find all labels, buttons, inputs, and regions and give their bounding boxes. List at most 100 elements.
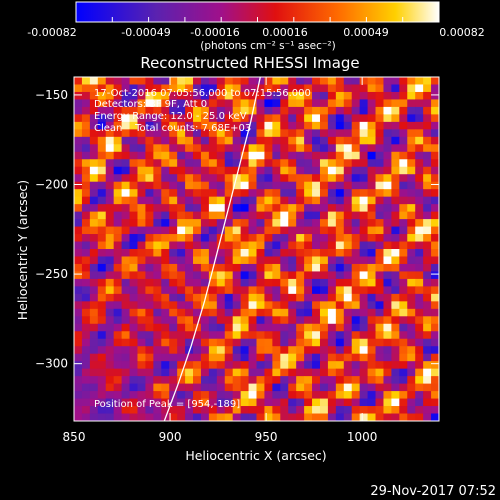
heatmap-cell [288,84,297,93]
heatmap-cell [367,99,376,108]
heatmap-cell [407,136,416,145]
heatmap-cell [272,308,281,317]
heatmap-cell [248,398,257,407]
heatmap-cell [399,316,408,325]
heatmap-cell [319,204,329,213]
heatmap-cell [200,286,210,295]
heatmap-cell [351,286,361,295]
heatmap-cell [161,286,170,295]
heatmap-cell [407,174,416,183]
heatmap-cell [240,166,249,175]
heatmap-cell [137,256,146,265]
heatmap-cell [89,144,99,153]
heatmap-cell [81,376,91,385]
heatmap-cell [280,368,289,377]
heatmap-cell [288,286,297,295]
heatmap-cell [415,368,424,377]
heatmap-cell [145,368,154,377]
heatmap-cell [288,136,297,145]
heatmap-cell [129,196,138,205]
heatmap-cell [272,316,281,325]
heatmap-cell [193,204,202,213]
heatmap-cell [399,376,408,385]
heatmap-cell [216,263,226,272]
heatmap-cell [304,106,313,115]
heatmap-cell [200,204,210,213]
heatmap-cell [200,151,210,160]
heatmap-cell [351,106,361,115]
heatmap-cell [121,129,130,138]
heatmap-cell [240,234,249,242]
heatmap-cell [375,159,384,168]
heatmap-cell [145,361,154,370]
heatmap-cell [383,368,392,377]
heatmap-cell [129,338,138,347]
heatmap-cell [240,346,249,355]
heatmap-cell [264,263,273,272]
heatmap-cell [161,84,170,93]
heatmap-cell [240,383,249,392]
heatmap-cell [177,368,186,377]
heatmap-cell [129,234,138,242]
heatmap-cell [248,144,257,153]
heatmap-cell [304,196,313,205]
heatmap-cell [359,136,368,145]
heatmap-cell [399,263,408,272]
heatmap-cell [304,346,313,355]
heatmap-cell [81,286,91,295]
heatmap-cell [208,226,218,235]
heatmap-cell [153,368,162,377]
heatmap-cell [105,346,115,355]
heatmap-cell [431,219,439,227]
heatmap-cell [256,114,265,123]
heatmap-cell [319,256,329,265]
heatmap-cell [185,166,194,175]
heatmap-cell [145,174,154,183]
heatmap-cell [383,144,392,153]
heatmap-cell [208,368,218,377]
heatmap-cell [431,181,439,190]
heatmap-cell [121,338,130,347]
heatmap-cell [383,256,392,265]
heatmap-cell [161,249,170,257]
heatmap-cell [89,293,99,302]
heatmap-cell [232,129,242,138]
heatmap-cell [375,151,384,160]
heatmap-cell [296,316,305,325]
heatmap-cell [145,263,154,272]
heatmap-cell [272,234,281,242]
heatmap-cell [391,159,400,168]
heatmap-cell [383,346,392,355]
heatmap-cell [319,331,329,340]
heatmap-cell [129,241,138,250]
heatmap-cell [153,121,162,130]
heatmap-cell [407,91,416,100]
heatmap-cell [319,361,329,370]
heatmap-cell [153,129,162,138]
heatmap-cell [177,99,186,108]
heatmap-cell [113,323,122,332]
heatmap-cell [312,174,321,183]
heatmap-cell [256,91,265,100]
heatmap-cell [97,256,107,265]
heatmap-cell [391,383,400,392]
heatmap-cell [319,84,329,93]
heatmap-cell [327,353,337,362]
heatmap-cell [423,308,432,317]
heatmap-cell [185,361,194,370]
heatmap-cell [343,204,353,213]
heatmap-cell [153,226,162,235]
heatmap-cell [431,166,439,175]
heatmap-cell [343,174,353,183]
heatmap-cell [224,234,234,242]
heatmap-cell [264,174,273,183]
heatmap-cell [359,114,368,123]
heatmap-cell [280,219,289,227]
heatmap-cell [208,151,218,160]
heatmap-cell [193,368,202,377]
heatmap-cell [89,331,99,340]
heatmap-cell [343,398,353,407]
heatmap-cell [335,241,345,250]
heatmap-cell [208,234,218,242]
heatmap-cell [216,226,226,235]
